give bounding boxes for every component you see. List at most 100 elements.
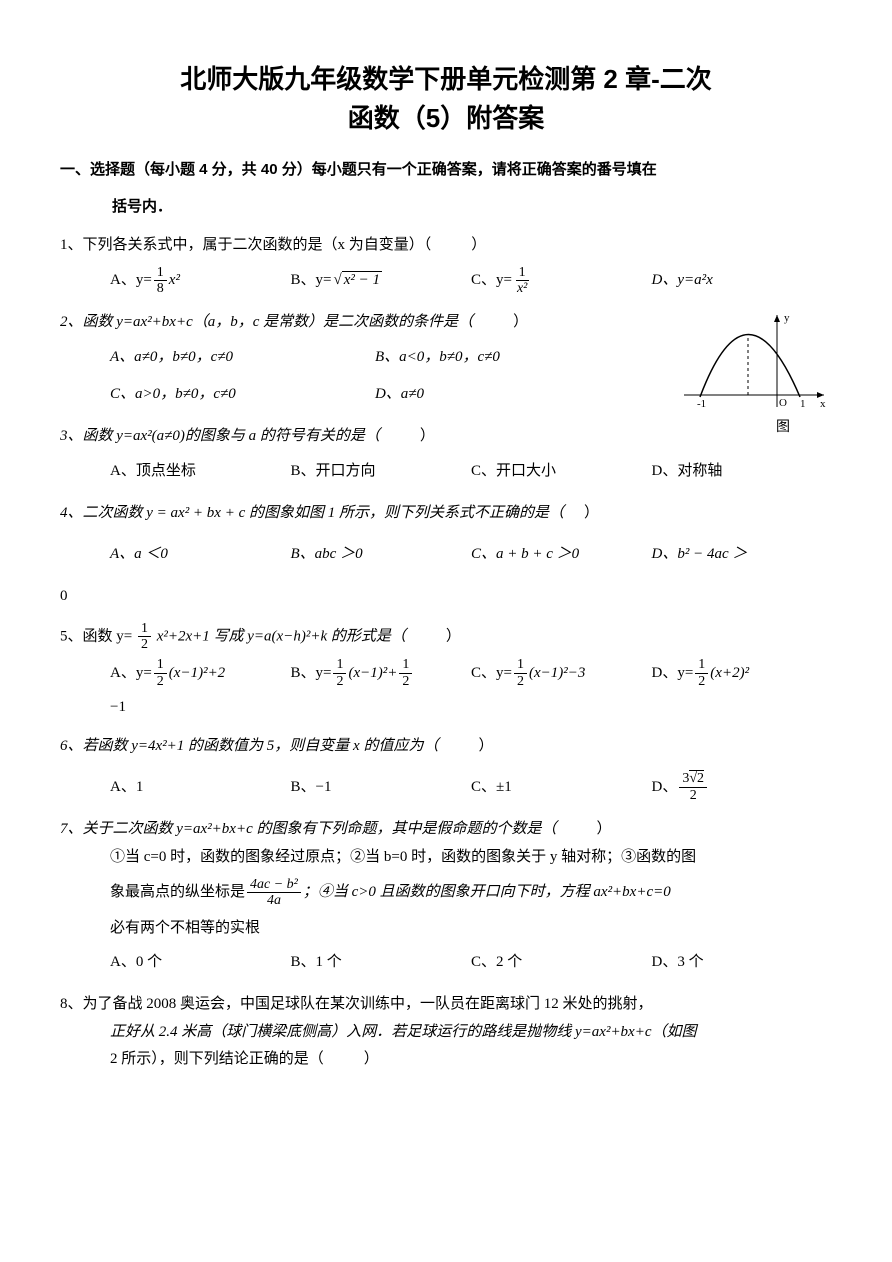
q7-option-d: D、3 个 bbox=[652, 946, 833, 979]
q2-option-a: A、a≠0，b≠0，c≠0 bbox=[110, 341, 375, 374]
frac-den: 2 bbox=[154, 674, 167, 689]
q5-option-b: B、y= 12 (x−1)²+ 12 bbox=[291, 657, 472, 690]
q1-stem-end: ） bbox=[471, 237, 486, 253]
q5-stem-end: ） bbox=[446, 628, 461, 644]
q7-line1: ①当 c=0 时，函数的图象经过原点；②当 b=0 时，函数的图象关于 y 轴对… bbox=[60, 844, 832, 871]
q1-option-b: B、y= x² − 1 bbox=[291, 264, 472, 297]
q7-stem-text: 7、关于二次函数 y=ax²+bx+c 的图象有下列命题，其中是假命题的个数是（ bbox=[60, 821, 557, 837]
q4-stem-text: 4、二次函数 y = ax² + bx + c 的图象如图 1 所示，则下列关系… bbox=[60, 505, 564, 521]
q2-option-b: B、a<0，b≠0，c≠0 bbox=[375, 341, 640, 374]
q4-stem-end: ） bbox=[584, 505, 599, 521]
q4-option-d: D、b² − 4ac ＞ bbox=[652, 538, 833, 571]
frac-den: 2 bbox=[695, 674, 708, 689]
frac-num: 1 bbox=[138, 621, 151, 637]
frac-half-c: 12 bbox=[514, 657, 527, 689]
q7-frac-den: 4a bbox=[264, 893, 284, 908]
page-title: 北师大版九年级数学下册单元检测第 2 章-二次 函数（5）附答案 bbox=[60, 60, 832, 138]
q7-l2-post: ；④当 c>0 且函数的图象开口向下时，方程 ax²+bx+c=0 bbox=[303, 879, 671, 906]
q7-stem: 7、关于二次函数 y=ax²+bx+c 的图象有下列命题，其中是假命题的个数是（… bbox=[60, 814, 832, 844]
frac-den: 2 bbox=[333, 674, 346, 689]
q6-stem: 6、若函数 y=4x²+1 的函数值为 5，则自变量 x 的值应为（） bbox=[60, 731, 832, 761]
svg-text:1: 1 bbox=[800, 398, 806, 410]
section-1-heading: 一、选择题（每小题 4 分，共 40 分）每小题只有一个正确答案，请将正确答案的… bbox=[60, 156, 832, 183]
section-1-heading-cont: 括号内． bbox=[60, 193, 832, 220]
svg-text:O: O bbox=[779, 397, 787, 409]
q5-a-pre: A、y= bbox=[110, 657, 152, 690]
q5-a-tail: (x−1)²+2 bbox=[169, 657, 225, 690]
q1-b-rad: x² − 1 bbox=[342, 271, 382, 288]
q8-line2: 正好从 2.4 米高（球门横梁底侧高）入网．若足球运行的路线是抛物线 y=ax²… bbox=[60, 1019, 832, 1046]
q3-options: A、顶点坐标 B、开口方向 C、开口大小 D、对称轴 bbox=[60, 455, 832, 488]
question-2: -1 O 1 x y 2、函数 y=ax²+bx+c（a，b，c 是常数）是二次… bbox=[60, 307, 832, 411]
q6-d-pre: D、 bbox=[652, 771, 678, 804]
q6-option-d: D、 3√2 2 bbox=[652, 771, 833, 804]
frac-half-b2: 12 bbox=[399, 657, 412, 689]
q1-a-pre: A、y= bbox=[110, 264, 152, 297]
q2-option-d: D、a≠0 bbox=[375, 378, 640, 411]
frac-den: 2 bbox=[399, 674, 412, 689]
q3-option-a: A、顶点坐标 bbox=[110, 455, 291, 488]
q6-d-frac: 3√2 2 bbox=[679, 771, 707, 803]
q5-b-pre: B、y= bbox=[291, 657, 332, 690]
q5-c-tail: (x−1)²−3 bbox=[529, 657, 585, 690]
frac-den: x² bbox=[514, 281, 530, 296]
q6-option-a: A、1 bbox=[110, 771, 291, 804]
question-1: 1、下列各关系式中，属于二次函数的是（x 为自变量）（ ） A、y= 18 x² … bbox=[60, 230, 832, 297]
q3-stem-end: ） bbox=[420, 428, 435, 444]
parabola-chart: -1 O 1 x y bbox=[672, 307, 832, 412]
q7-line3: 必有两个不相等的实根 bbox=[60, 915, 832, 942]
question-6: 6、若函数 y=4x²+1 的函数值为 5，则自变量 x 的值应为（） A、1 … bbox=[60, 731, 832, 804]
q5-option-c: C、y= 12 (x−1)²−3 bbox=[471, 657, 652, 690]
q6-options: A、1 B、−1 C、±1 D、 3√2 2 bbox=[60, 771, 832, 804]
q2-stem-end: ） bbox=[513, 314, 528, 330]
title-line-1: 北师大版九年级数学下册单元检测第 2 章-二次 bbox=[180, 64, 712, 94]
q6-d-num: 3√2 bbox=[679, 771, 707, 787]
sqrt-icon: x² − 1 bbox=[331, 264, 382, 297]
q3-option-c: C、开口大小 bbox=[471, 455, 652, 488]
q5-option-a: A、y= 12 (x−1)²+2 bbox=[110, 657, 291, 690]
frac-num: 1 bbox=[695, 657, 708, 673]
frac-half: 12 bbox=[138, 621, 151, 653]
q4-tail: 0 bbox=[60, 581, 832, 611]
q5-c-pre: C、y= bbox=[471, 657, 512, 690]
q5-stem: 5、函数 y= 12 x²+2x+1 写成 y=a(x−h)²+k 的形式是（） bbox=[60, 621, 832, 653]
frac-half-b1: 12 bbox=[333, 657, 346, 689]
q5-stem-mid: x²+2x+1 写成 y=a(x−h)²+k 的形式是（ bbox=[157, 628, 406, 644]
q6-d-den: 2 bbox=[687, 788, 700, 803]
q3-option-b: B、开口方向 bbox=[291, 455, 472, 488]
q1-option-c: C、y= 1x² bbox=[471, 264, 652, 297]
q6-option-c: C、±1 bbox=[471, 771, 652, 804]
q1-stem: 1、下列各关系式中，属于二次函数的是（x 为自变量）（ ） bbox=[60, 230, 832, 260]
question-8: 8、为了备战 2008 奥运会，中国足球队在某次训练中，一队员在距离球门 12 … bbox=[60, 989, 832, 1073]
frac-half-a: 12 bbox=[154, 657, 167, 689]
frac-num: 1 bbox=[154, 265, 167, 281]
q1-c-pre: C、y= bbox=[471, 264, 512, 297]
question-4: 4、二次函数 y = ax² + bx + c 的图象如图 1 所示，则下列关系… bbox=[60, 498, 832, 611]
q5-b-mid: (x−1)²+ bbox=[348, 657, 397, 690]
q8-line3: 2 所示），则下列结论正确的是（） bbox=[60, 1046, 832, 1073]
q8-line1: 8、为了备战 2008 奥运会，中国足球队在某次训练中，一队员在距离球门 12 … bbox=[60, 989, 832, 1019]
q7-option-a: A、0 个 bbox=[110, 946, 291, 979]
q6-stem-end: ） bbox=[478, 738, 493, 754]
q7-option-b: B、1 个 bbox=[291, 946, 472, 979]
frac-half-d: 12 bbox=[695, 657, 708, 689]
svg-text:-1: -1 bbox=[697, 398, 706, 410]
section-1-cont: 括号内． bbox=[112, 198, 172, 215]
frac-num: 1 bbox=[399, 657, 412, 673]
q7-l2-pre: 象最高点的纵坐标是 bbox=[110, 879, 245, 906]
q7-line2: 象最高点的纵坐标是 4ac − b²4a ；④当 c>0 且函数的图象开口向下时… bbox=[60, 877, 832, 909]
svg-text:y: y bbox=[784, 312, 790, 324]
q8-l3-end: ） bbox=[364, 1051, 379, 1067]
frac-den: 2 bbox=[514, 674, 527, 689]
q3-option-d: D、对称轴 bbox=[652, 455, 833, 488]
q5-option-d: D、y= 12 (x+2)² bbox=[652, 657, 833, 690]
q7-frac-num: 4ac − b² bbox=[247, 877, 301, 893]
q5-d-tail: (x+2)² bbox=[710, 657, 749, 690]
q4-stem: 4、二次函数 y = ax² + bx + c 的图象如图 1 所示，则下列关系… bbox=[60, 498, 832, 528]
q1-stem-text: 1、下列各关系式中，属于二次函数的是（x 为自变量）（ bbox=[60, 237, 431, 253]
q4-options: A、a ＜0 B、abc ＞0 C、a + b + c ＞0 D、b² − 4a… bbox=[60, 538, 832, 571]
frac-1-8: 18 bbox=[154, 265, 167, 297]
frac-1-x2: 1x² bbox=[514, 265, 530, 297]
q2-option-c: C、a>0，b≠0，c≠0 bbox=[110, 378, 375, 411]
frac-num: 1 bbox=[514, 657, 527, 673]
